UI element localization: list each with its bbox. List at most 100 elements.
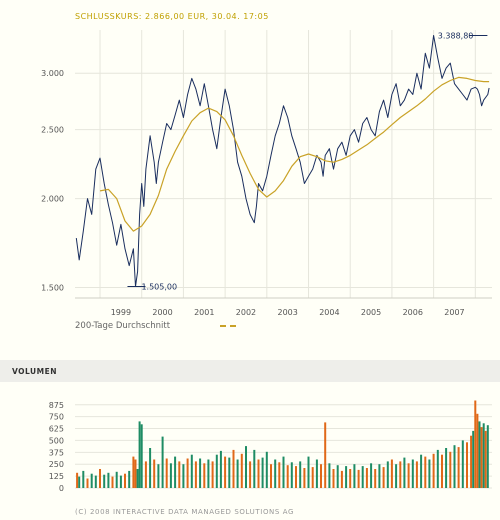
volume-bar — [274, 459, 277, 488]
volume-bar — [140, 424, 143, 488]
volume-bar — [107, 472, 110, 488]
volume-bar — [311, 467, 314, 488]
volume-bar — [115, 471, 118, 488]
volume-bar — [478, 421, 481, 488]
volume-bar — [474, 400, 477, 488]
price-y-tick-label: 2.000 — [41, 195, 64, 204]
average-line — [99, 76, 490, 232]
volume-header-band — [0, 360, 500, 382]
volume-bar — [240, 453, 243, 488]
price-x-axis: 1999 2000 2001 2002 2003 2004 2005 2006 2007 — [111, 308, 465, 317]
volume-bar — [219, 450, 222, 488]
volume-bar — [103, 474, 106, 488]
volume-bar — [420, 454, 423, 488]
price-grid — [75, 30, 492, 299]
volume-bar — [336, 465, 339, 488]
volume-bar — [320, 464, 322, 488]
volume-bar — [332, 469, 335, 488]
closing-price-header: SCHLUSSKURS: 2.866,00 EUR, 30.04. 17:05 — [75, 12, 269, 21]
volume-bar — [99, 469, 101, 488]
price-x-tick-label: 2007 — [444, 308, 464, 317]
volume-bar — [286, 465, 289, 488]
price-y-tick-label: 3.000 — [41, 69, 64, 78]
price-x-tick-label: 2006 — [403, 308, 423, 317]
volume-bar — [436, 449, 439, 488]
volume-bar — [128, 470, 131, 488]
price-x-tick-label: 1999 — [111, 308, 131, 317]
volume-bar — [169, 463, 172, 488]
volume-y-tick-label: 500 — [49, 436, 64, 445]
volume-bar — [186, 458, 189, 488]
volume-bar — [307, 456, 310, 488]
volume-bar — [303, 468, 306, 488]
price-y-tick-label: 2.500 — [41, 126, 64, 135]
volume-bar — [215, 454, 218, 488]
volume-bar — [449, 451, 452, 488]
volume-y-axis: 0 125 250 375 500 625 750 875 — [49, 401, 64, 493]
volume-bar — [386, 461, 389, 488]
volume-bar — [428, 459, 431, 488]
volume-bar — [245, 446, 247, 488]
volume-bar — [182, 464, 185, 488]
volume-y-tick-label: 250 — [49, 460, 64, 469]
volume-bar — [466, 442, 468, 488]
copyright-footer: (C) 2008 INTERACTIVE DATA MANAGED SOLUTI… — [75, 508, 295, 516]
volume-y-tick-label: 625 — [49, 425, 64, 434]
volume-bar — [345, 466, 348, 488]
volume-bar — [484, 430, 487, 488]
volume-bar — [407, 463, 410, 488]
volume-bar — [461, 440, 464, 488]
volume-bar — [480, 427, 483, 488]
price-x-tick-label: 2001 — [194, 308, 214, 317]
annotation-low-label: 1.505,00 — [141, 282, 177, 291]
legend-average-swatch — [220, 325, 236, 327]
volume-bar — [432, 453, 435, 488]
volume-bar — [382, 467, 385, 488]
volume-bar — [134, 459, 137, 488]
volume-bar — [324, 422, 327, 488]
volume-bar — [278, 462, 281, 488]
volume-bar — [395, 464, 398, 488]
volume-bar — [340, 470, 343, 488]
volume-bar — [403, 457, 406, 488]
volume-bar — [111, 476, 114, 488]
volume-bar — [315, 459, 318, 488]
volume-bar — [153, 459, 156, 488]
volume-bar — [236, 459, 239, 488]
volume-bar — [374, 469, 377, 488]
volume-bar — [390, 459, 393, 488]
volume-bar — [232, 449, 235, 488]
volume-bar — [224, 456, 227, 488]
price-x-tick-label: 2005 — [361, 308, 381, 317]
volume-bar — [457, 447, 460, 488]
volume-bar — [124, 473, 126, 488]
volume-bar — [270, 464, 272, 488]
volume-bar — [207, 459, 210, 488]
volume-bar — [361, 466, 364, 488]
price-plot — [75, 35, 490, 287]
volume-bar — [472, 430, 475, 488]
volume-bar — [357, 469, 360, 488]
volume-bar — [78, 476, 81, 488]
volume-bar — [149, 448, 152, 488]
volume-bar — [199, 458, 202, 488]
volume-bar — [136, 469, 139, 488]
volume-bar — [282, 456, 285, 488]
price-x-tick-label: 2000 — [152, 308, 172, 317]
price-line — [75, 35, 490, 287]
volume-y-tick-label: 0 — [59, 484, 64, 493]
volume-bar — [470, 435, 473, 488]
volume-bar — [138, 421, 141, 488]
volume-y-tick-label: 375 — [49, 448, 64, 457]
price-annotations: 1.505,00 3.388,80 — [127, 32, 488, 291]
price-x-tick-label: 2002 — [236, 308, 256, 317]
volume-bar — [453, 445, 456, 488]
price-y-axis: 1.500 2.000 2.500 3.000 — [41, 69, 64, 292]
volume-bar — [411, 459, 414, 488]
volume-bar — [144, 461, 147, 488]
volume-bar — [353, 464, 356, 488]
volume-bar — [476, 413, 479, 488]
volume-y-tick-label: 875 — [49, 401, 64, 410]
volume-bar — [424, 456, 427, 488]
